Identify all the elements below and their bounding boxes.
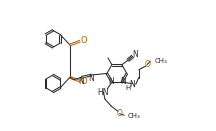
Text: N: N: [89, 74, 94, 83]
Text: N: N: [130, 80, 135, 89]
Text: CH₃: CH₃: [154, 58, 167, 64]
Text: N: N: [79, 77, 84, 86]
Text: N: N: [132, 50, 138, 59]
Text: O: O: [117, 109, 122, 118]
Text: O: O: [144, 60, 150, 69]
Text: N: N: [120, 77, 125, 86]
Text: N: N: [108, 77, 114, 86]
Text: CH₃: CH₃: [128, 113, 141, 119]
Text: HN: HN: [98, 88, 109, 97]
Text: O: O: [80, 77, 87, 86]
Text: O: O: [80, 36, 87, 45]
Text: H: H: [125, 85, 131, 91]
